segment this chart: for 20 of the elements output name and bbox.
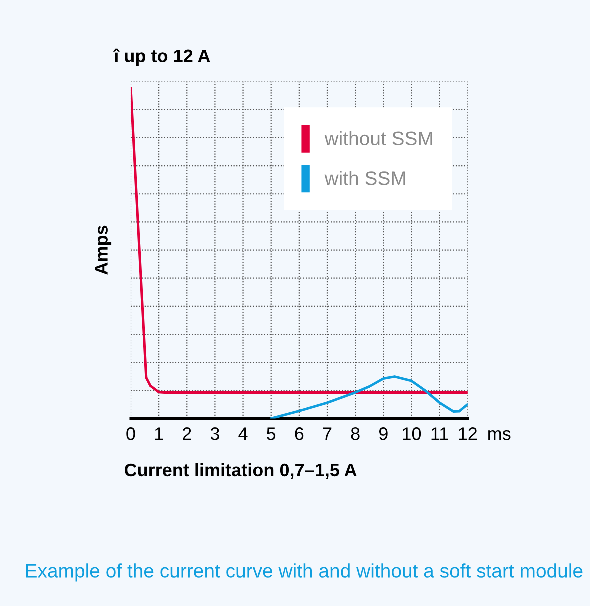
x-tick-label: 3	[210, 428, 220, 440]
x-tick-label: 5	[267, 428, 276, 440]
x-tick-label: 10	[403, 428, 422, 440]
x-tick-label: 2	[183, 428, 192, 440]
legend-label: with SSM	[324, 171, 406, 186]
x-tick-label: 12	[459, 428, 478, 440]
chart-title: î up to 12 A	[113, 48, 210, 66]
legend-label: without SSM	[324, 131, 432, 146]
y-axis-title: Amps	[95, 226, 112, 275]
x-tick-label: 6	[295, 428, 304, 440]
x-tick-label: 4	[238, 428, 248, 440]
x-tick-label: 1	[155, 428, 164, 440]
text: ms	[488, 430, 511, 440]
x-tick-label: 11	[432, 428, 448, 440]
x-tick-label: 9	[379, 428, 388, 440]
x-tick-label: 0	[126, 428, 136, 440]
x-tick-label: 7	[323, 428, 332, 440]
text: Example of the current curve with and without a soft start module	[26, 564, 583, 582]
x-axis-title: Current limitation 0,7–1,5 A	[124, 463, 357, 480]
x-tick-label: 8	[351, 428, 360, 440]
